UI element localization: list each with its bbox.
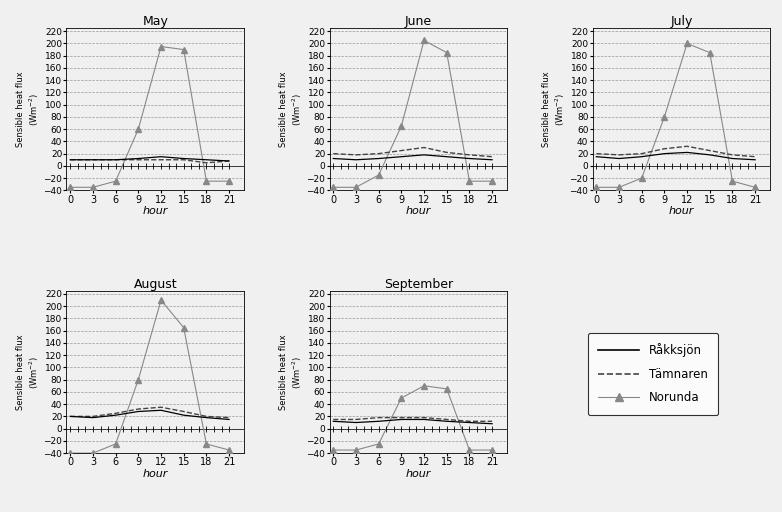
Legend: Råkksjön, Tämnaren, Norunda: Råkksjön, Tämnaren, Norunda: [587, 332, 719, 415]
X-axis label: hour: hour: [142, 206, 168, 216]
Y-axis label: Sensible heat flux
(Wm$^{-2}$): Sensible heat flux (Wm$^{-2}$): [16, 334, 41, 410]
X-axis label: hour: hour: [669, 206, 694, 216]
Y-axis label: Sensible heat flux
(Wm$^{-2}$): Sensible heat flux (Wm$^{-2}$): [279, 334, 303, 410]
Title: May: May: [142, 15, 168, 28]
Title: July: July: [670, 15, 693, 28]
Title: June: June: [405, 15, 432, 28]
Y-axis label: Sensible heat flux
(Wm$^{-2}$): Sensible heat flux (Wm$^{-2}$): [16, 72, 41, 147]
X-axis label: hour: hour: [142, 468, 168, 479]
Y-axis label: Sensible heat flux
(Wm$^{-2}$): Sensible heat flux (Wm$^{-2}$): [542, 72, 567, 147]
Title: September: September: [384, 278, 453, 291]
X-axis label: hour: hour: [406, 206, 431, 216]
X-axis label: hour: hour: [406, 468, 431, 479]
Title: August: August: [134, 278, 178, 291]
Y-axis label: Sensible heat flux
(Wm$^{-2}$): Sensible heat flux (Wm$^{-2}$): [279, 72, 303, 147]
